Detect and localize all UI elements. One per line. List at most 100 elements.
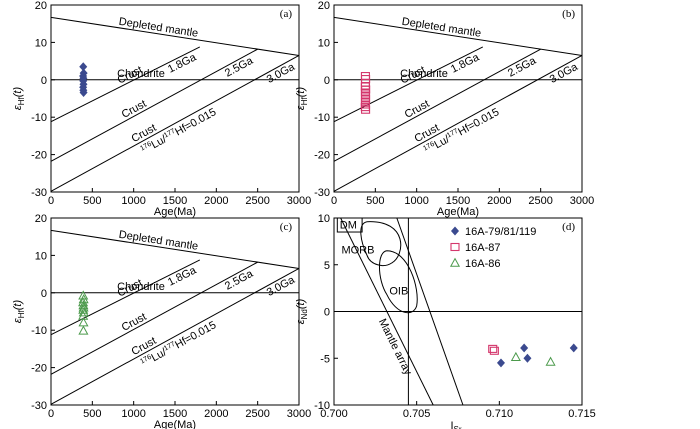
x-tick-label: 2000 [204,195,228,207]
data-point [545,356,556,366]
data-point [78,307,89,317]
morb-field [360,221,402,266]
x-tick-label: 3000 [287,408,311,420]
y-tick-label: 20 [35,213,47,225]
y-label-symbol: ε [12,105,24,110]
depleted-mantle-label: Depleted mantle [401,16,482,40]
y-tick-label: 0 [324,307,330,319]
y-tick-label: 10 [318,37,330,49]
x-label-symbol: I [450,420,453,429]
panel-label: (c) [280,221,293,233]
y-axis-label: εHf(t) [12,87,26,111]
x-tick-label: 0 [331,195,337,207]
hf-superscript: 177 [163,128,177,140]
data-point [78,304,89,314]
y-axis-label: εHf(t) [12,300,26,324]
y-axis-label: εNd(t) [295,298,309,324]
x-tick-label: 1000 [404,195,428,207]
x-tick-label: 1000 [121,195,145,207]
panel-label: (b) [562,8,575,20]
y-tick-label: 0 [41,75,47,87]
y-label-subscript: Nd [300,309,309,319]
panel-label: (a) [280,8,293,20]
x-tick-label: 1000 [121,408,145,420]
x-tick-label: 0.705 [403,408,431,420]
label-2-5ga: 2.5Ga [223,267,256,292]
y-tick-label: -20 [31,150,47,162]
ref-line-crust-2-5ga [50,48,258,162]
x-tick-label: 2500 [245,408,269,420]
lu-superscript: 176 [422,141,436,153]
x-tick-label: 500 [366,195,384,207]
x-tick-label: 0.710 [486,408,514,420]
hf-superscript: 177 [446,128,460,140]
ref-line-crust-1-8ga [333,46,484,123]
ref-line-crust-3-0ga [333,55,583,192]
y-label-subscript: Hf [17,96,26,105]
mantle-array-right [396,217,464,406]
ref-line-crust-2-5ga [50,261,258,375]
x-tick-label: 0.700 [320,408,348,420]
y-tick-label: -20 [314,150,330,162]
legend-marker [450,226,460,236]
y-tick-label: -10 [31,112,47,124]
y-tick-label: 20 [35,0,47,12]
x-tick-label: 0.715 [568,408,596,420]
x-axis-label: Age(Ma) [437,206,479,218]
ref-line-crust-1-8ga [50,259,201,336]
label-3-0ga: 3.0Ga [548,61,581,86]
x-tick-label: 2000 [204,408,228,420]
y-tick-label: -10 [31,325,47,337]
hf-superscript: 177 [163,341,177,353]
x-tick-label: 3000 [570,195,594,207]
crust-label-2-5: Crust [120,98,149,121]
lu-superscript: 176 [139,141,153,153]
x-tick-label: 3000 [287,195,311,207]
label-3-0ga: 3.0Ga [265,274,298,299]
y-label-tail: (t) [12,87,24,98]
x-tick-label: 1500 [446,195,470,207]
y-tick-label: -10 [314,400,330,412]
y-label-tail: (t) [295,298,307,309]
x-axis-label: Age(Ma) [154,419,196,429]
y-tick-label: -5 [320,353,330,365]
x-tick-label: 1500 [163,408,187,420]
label-3-0ga: 3.0Ga [265,61,298,86]
data-point [488,344,498,353]
label-1-8ga: 1.8Ga [449,51,482,76]
data-point [523,353,532,363]
crust-label-2-5: Crust [403,98,432,121]
ref-line-crust-1-8ga [50,46,201,123]
ref-line-crust-2-5ga [333,48,541,162]
oib-field [378,250,418,314]
y-tick-label: -20 [31,363,47,375]
y-axis-label: εHf(t) [295,87,309,111]
legend-label: 16A-87 [465,242,500,254]
ref-line-crust-3-0ga [50,268,300,405]
legend-label: 16A-79/81/119 [465,226,536,238]
y-label-subscript: Hf [17,309,26,318]
y-tick-label: -30 [31,187,47,199]
y-label-tail: (t) [12,300,24,311]
depleted-mantle-label: Depleted mantle [118,229,199,253]
panel-label: (d) [562,221,575,233]
x-tick-label: 500 [83,195,101,207]
label-1-8ga: 1.8Ga [166,264,199,289]
chondrite-label: Chondrite [117,68,165,80]
x-tick-label: 1500 [163,195,187,207]
x-tick-label: 2500 [245,195,269,207]
data-point [520,343,529,353]
data-point [489,346,499,355]
x-tick-label: 2000 [487,195,511,207]
y-label-symbol: ε [295,105,307,110]
hf-text: Hf=0.015 [173,319,218,351]
y-tick-label: 0 [324,75,330,87]
data-point [79,88,88,97]
x-tick-label: 500 [83,408,101,420]
y-label-tail: (t) [295,87,307,98]
label-2-5ga: 2.5Ga [506,54,539,79]
mantle-array-left [340,217,434,406]
y-tick-label: 20 [318,0,330,12]
legend-label: 16A-86 [465,258,500,270]
